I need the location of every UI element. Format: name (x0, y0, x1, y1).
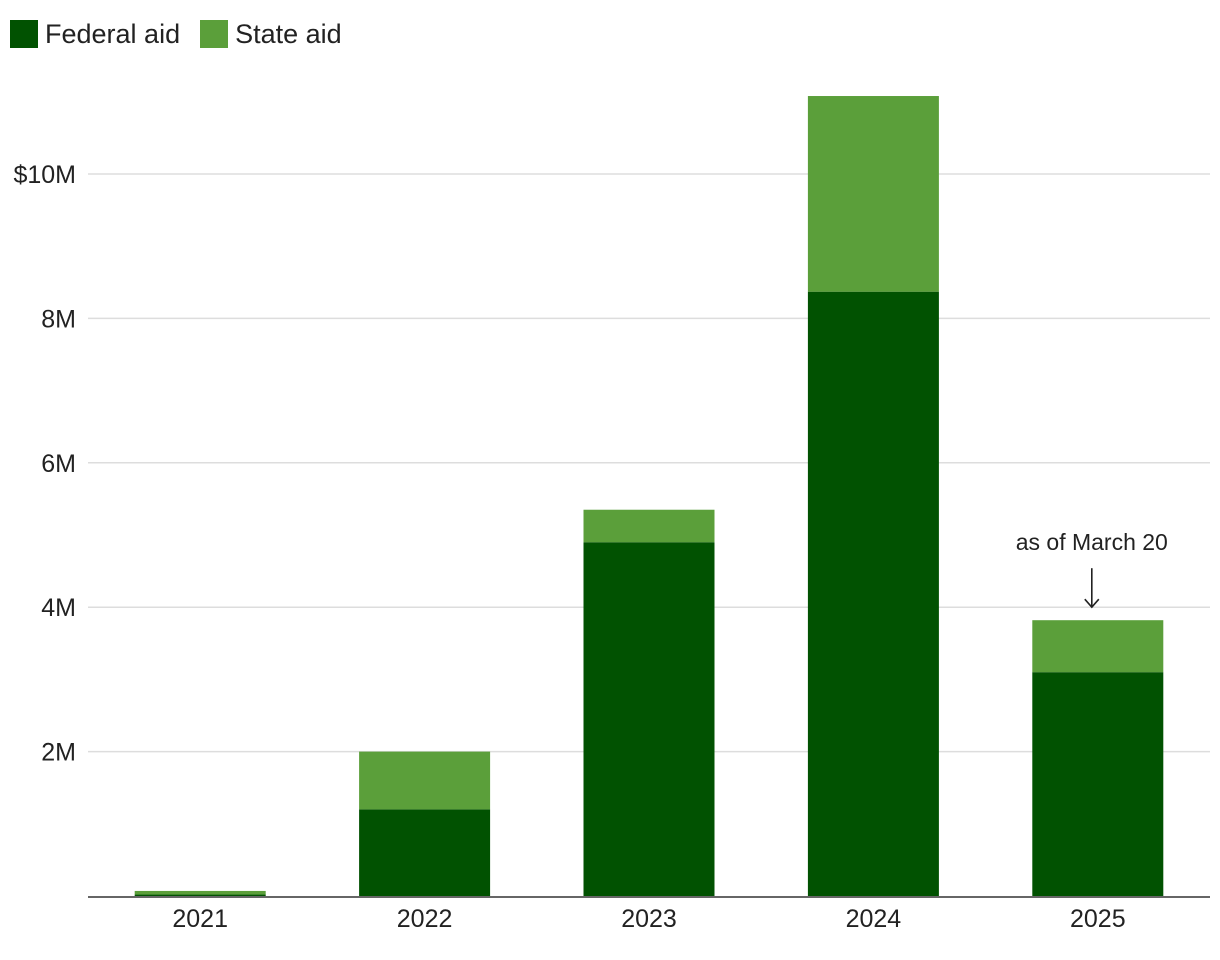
y-tick-label: $10M (13, 161, 76, 189)
bar-federal-aid-2023 (583, 542, 715, 896)
y-tick-label: 6M (41, 450, 76, 478)
bar-state-aid-2021 (134, 890, 266, 895)
bar-federal-aid-2021 (134, 894, 266, 896)
bar-state-aid-2022 (359, 751, 491, 810)
x-tick-label: 2024 (846, 905, 902, 933)
legend-label-state-aid: State aid (235, 18, 342, 49)
legend-item-federal-aid: Federal aid (10, 19, 180, 50)
bar-federal-aid-2022 (359, 809, 491, 896)
legend-swatch-federal-aid (10, 20, 38, 48)
legend-label-federal-aid: Federal aid (45, 18, 181, 49)
bar-state-aid-2023 (583, 509, 715, 543)
bar-federal-aid-2024 (807, 291, 939, 896)
bar-state-aid-2025 (1032, 620, 1164, 673)
legend-item-state-aid: State aid (200, 19, 342, 50)
x-tick-label: 2021 (172, 905, 228, 933)
bar-federal-aid-2025 (1032, 672, 1164, 896)
annotation-arrowhead (1084, 598, 1100, 609)
x-tick-label: 2022 (397, 905, 453, 933)
bar-state-aid-2024 (807, 96, 939, 292)
x-tick-label: 2023 (621, 905, 677, 933)
y-tick-label: 2M (41, 739, 76, 767)
y-tick-label: 8M (41, 305, 76, 333)
chart-legend: Federal aid State aid (10, 16, 362, 52)
legend-swatch-state-aid (200, 20, 229, 48)
annotation-text: as of March 20 (1016, 529, 1168, 555)
y-tick-label: 4M (41, 594, 76, 622)
x-tick-label: 2025 (1070, 905, 1126, 933)
